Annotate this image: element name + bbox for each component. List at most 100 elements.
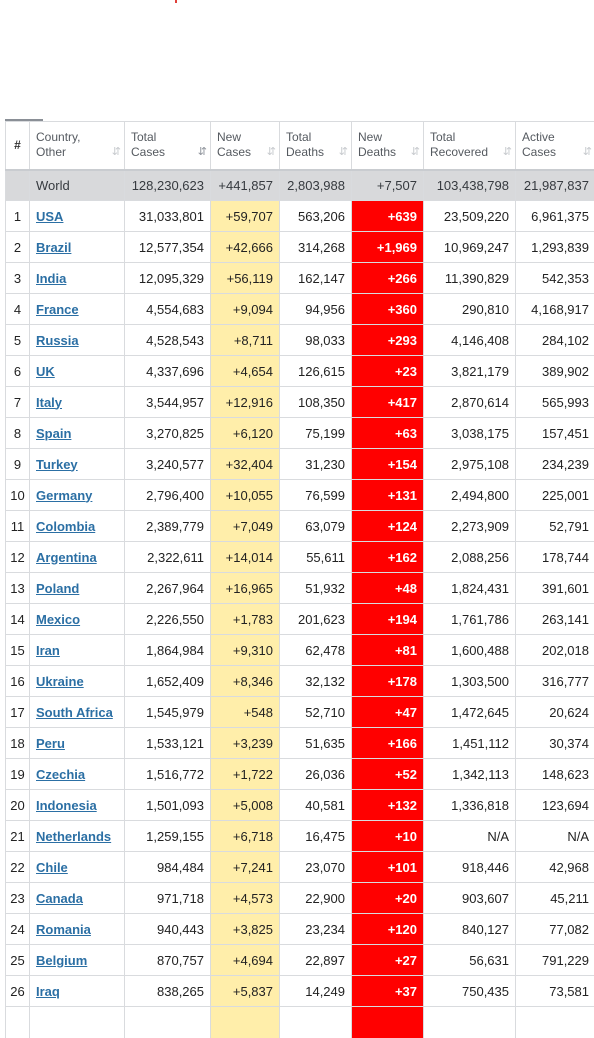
new-deaths-cell: +81 <box>352 635 424 666</box>
total-deaths-cell: 23,234 <box>280 914 352 945</box>
active-cases-cell: 225,001 <box>516 480 594 511</box>
new-cases-cell: +5,837 <box>211 976 280 1007</box>
new-cases-cell: +1,783 <box>211 604 280 635</box>
row-rank-cell: 21 <box>6 821 30 852</box>
column-header-country-label: Country,Other <box>36 130 80 159</box>
country-link[interactable]: Brazil <box>36 240 71 255</box>
country-link[interactable]: Iraq <box>36 984 60 999</box>
total-deaths-cell: 22,900 <box>280 883 352 914</box>
new-deaths-cell: +162 <box>352 542 424 573</box>
total-recovered-cell: 3,821,179 <box>424 356 516 387</box>
country-link[interactable]: Belgium <box>36 953 87 968</box>
country-name-cell: Mexico <box>30 604 125 635</box>
country-name-cell: Poland <box>30 573 125 604</box>
world-new-deaths-cell: +7,507 <box>352 170 424 201</box>
row-rank-cell: 5 <box>6 325 30 356</box>
total-recovered-cell: 1,303,500 <box>424 666 516 697</box>
new-cases-cell: +10,055 <box>211 480 280 511</box>
active-cases-cell: 178,744 <box>516 542 594 573</box>
total-recovered-cell: 903,607 <box>424 883 516 914</box>
row-rank-cell: 24 <box>6 914 30 945</box>
country-link[interactable]: Peru <box>36 736 65 751</box>
country-link[interactable]: Colombia <box>36 519 95 534</box>
new-cases-cell: +8,346 <box>211 666 280 697</box>
new-deaths-cell: +37 <box>352 976 424 1007</box>
country-link[interactable]: Ukraine <box>36 674 84 689</box>
country-name-cell: Belgium <box>30 945 125 976</box>
row-rank-cell: 11 <box>6 511 30 542</box>
row-rank-cell: 6 <box>6 356 30 387</box>
world-active-cases-cell: 21,987,837 <box>516 170 594 201</box>
country-link[interactable]: Italy <box>36 395 62 410</box>
active-cases-cell: 791,229 <box>516 945 594 976</box>
country-link[interactable]: UK <box>36 364 55 379</box>
active-cases-cell: 6,961,375 <box>516 201 594 232</box>
sort-icon[interactable]: ⇵ <box>583 145 590 160</box>
country-link[interactable]: Romania <box>36 922 91 937</box>
country-link[interactable]: USA <box>36 209 63 224</box>
sort-icon[interactable]: ⇵ <box>112 145 119 160</box>
country-name-cell: France <box>30 294 125 325</box>
new-deaths-cell: +293 <box>352 325 424 356</box>
total-recovered-cell: 290,810 <box>424 294 516 325</box>
sort-icon[interactable]: ⇵ <box>411 145 418 160</box>
country-link[interactable]: Germany <box>36 488 92 503</box>
country-name-cell: Peru <box>30 728 125 759</box>
country-link[interactable]: Chile <box>36 860 68 875</box>
new-deaths-cell: +20 <box>352 883 424 914</box>
column-header-country[interactable]: Country,Other ⇵ <box>30 122 125 170</box>
country-link[interactable]: Turkey <box>36 457 78 472</box>
country-link[interactable]: Poland <box>36 581 79 596</box>
country-link[interactable]: Indonesia <box>36 798 97 813</box>
row-rank-cell: 25 <box>6 945 30 976</box>
total-recovered-cell <box>424 1007 516 1038</box>
active-cases-cell: 45,211 <box>516 883 594 914</box>
column-header-rank: # <box>6 122 30 170</box>
country-link[interactable]: Mexico <box>36 612 80 627</box>
country-link[interactable]: Spain <box>36 426 71 441</box>
country-link[interactable]: Iran <box>36 643 60 658</box>
new-cases-cell: +56,119 <box>211 263 280 294</box>
sort-icon[interactable]: ⇵ <box>503 145 510 160</box>
active-cases-cell: 4,168,917 <box>516 294 594 325</box>
sort-icon[interactable]: ⇵ <box>267 145 274 160</box>
active-cases-cell: 42,968 <box>516 852 594 883</box>
total-deaths-cell: 76,599 <box>280 480 352 511</box>
new-cases-cell: +14,014 <box>211 542 280 573</box>
country-link[interactable]: France <box>36 302 79 317</box>
sort-desc-icon[interactable]: ⇵ <box>198 145 205 160</box>
new-deaths-cell: +10 <box>352 821 424 852</box>
country-link[interactable]: India <box>36 271 66 286</box>
country-link[interactable]: Netherlands <box>36 829 111 844</box>
country-link[interactable]: Canada <box>36 891 83 906</box>
total-recovered-cell: 1,600,488 <box>424 635 516 666</box>
total-recovered-cell: 3,038,175 <box>424 418 516 449</box>
total-cases-cell: 2,322,611 <box>125 542 211 573</box>
world-new-cases-cell: +441,857 <box>211 170 280 201</box>
sort-icon[interactable]: ⇵ <box>339 145 346 160</box>
total-cases-cell: 1,501,093 <box>125 790 211 821</box>
country-link[interactable]: Czechia <box>36 767 85 782</box>
country-link[interactable]: Argentina <box>36 550 97 565</box>
total-recovered-cell: 4,146,408 <box>424 325 516 356</box>
table-row-partial <box>6 1007 594 1038</box>
row-rank-cell: 16 <box>6 666 30 697</box>
country-link[interactable]: South Africa <box>36 705 113 720</box>
country-link[interactable]: Russia <box>36 333 79 348</box>
total-deaths-cell: 32,132 <box>280 666 352 697</box>
country-name-cell: Romania <box>30 914 125 945</box>
